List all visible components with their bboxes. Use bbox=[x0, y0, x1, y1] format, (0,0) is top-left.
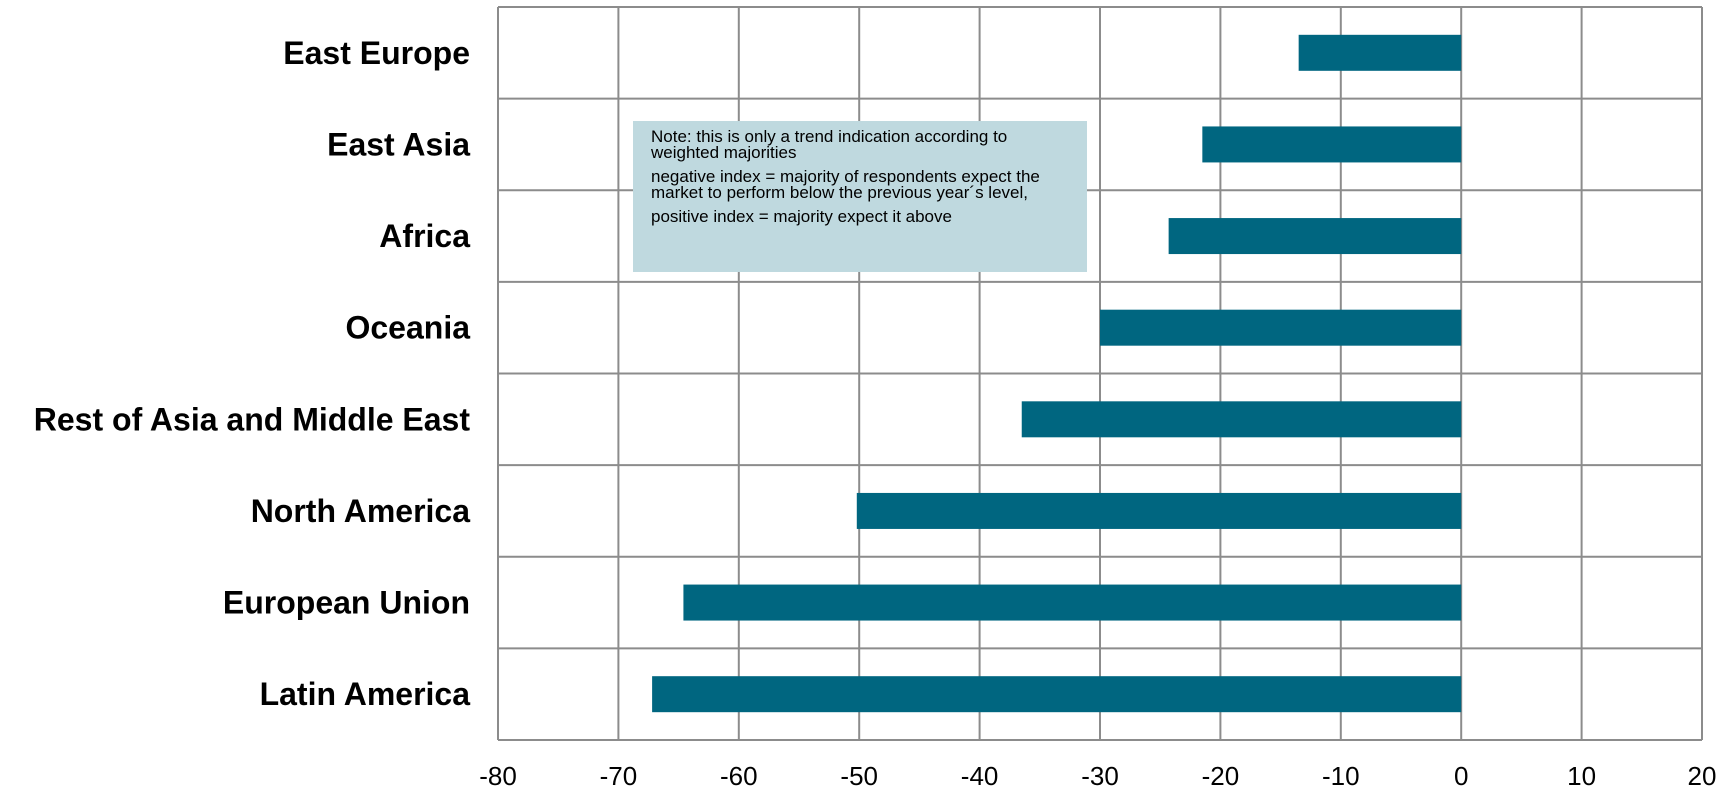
bar bbox=[1298, 34, 1462, 71]
x-axis-ticks: -80 -70 -60 -50 -40 -30 -20 -10 0 10 20 bbox=[479, 761, 1716, 790]
bar bbox=[1100, 309, 1462, 346]
x-tick-label: 0 bbox=[1454, 761, 1468, 790]
annotation-note: Note: this is only a trend indication ac… bbox=[633, 121, 1087, 272]
x-tick-label: -20 bbox=[1202, 761, 1240, 790]
category-label: Latin America bbox=[260, 676, 471, 712]
category-label: North America bbox=[251, 493, 471, 529]
annotation-line: positive index = majority expect it abov… bbox=[651, 207, 952, 226]
bar bbox=[683, 584, 1462, 621]
bar bbox=[1168, 218, 1462, 255]
category-label: Africa bbox=[379, 218, 470, 254]
category-labels: East Europe East Asia Africa Oceania Rest of… bbox=[34, 35, 471, 712]
annotation-line: negative index = majority of respondents… bbox=[651, 167, 1040, 202]
bar bbox=[856, 492, 1462, 529]
bar bbox=[1202, 126, 1462, 163]
x-tick-label: -10 bbox=[1322, 761, 1360, 790]
x-tick-label: 20 bbox=[1688, 761, 1717, 790]
x-tick-label: -50 bbox=[840, 761, 878, 790]
x-tick-label: 10 bbox=[1567, 761, 1596, 790]
x-tick-label: -30 bbox=[1081, 761, 1119, 790]
grid bbox=[497, 6, 1703, 741]
x-tick-label: -60 bbox=[720, 761, 758, 790]
category-label: East Europe bbox=[283, 35, 470, 71]
x-tick-label: -80 bbox=[479, 761, 517, 790]
category-label: Oceania bbox=[345, 310, 470, 346]
x-tick-label: -40 bbox=[961, 761, 999, 790]
x-tick-label: -70 bbox=[600, 761, 638, 790]
category-label: East Asia bbox=[327, 126, 470, 162]
annotation-line: Note: this is only a trend indication ac… bbox=[651, 127, 1008, 162]
category-label: Rest of Asia and Middle East bbox=[34, 401, 471, 437]
bar bbox=[652, 676, 1462, 713]
category-label: European Union bbox=[223, 585, 470, 621]
bars bbox=[652, 34, 1462, 713]
bar bbox=[1021, 401, 1462, 438]
